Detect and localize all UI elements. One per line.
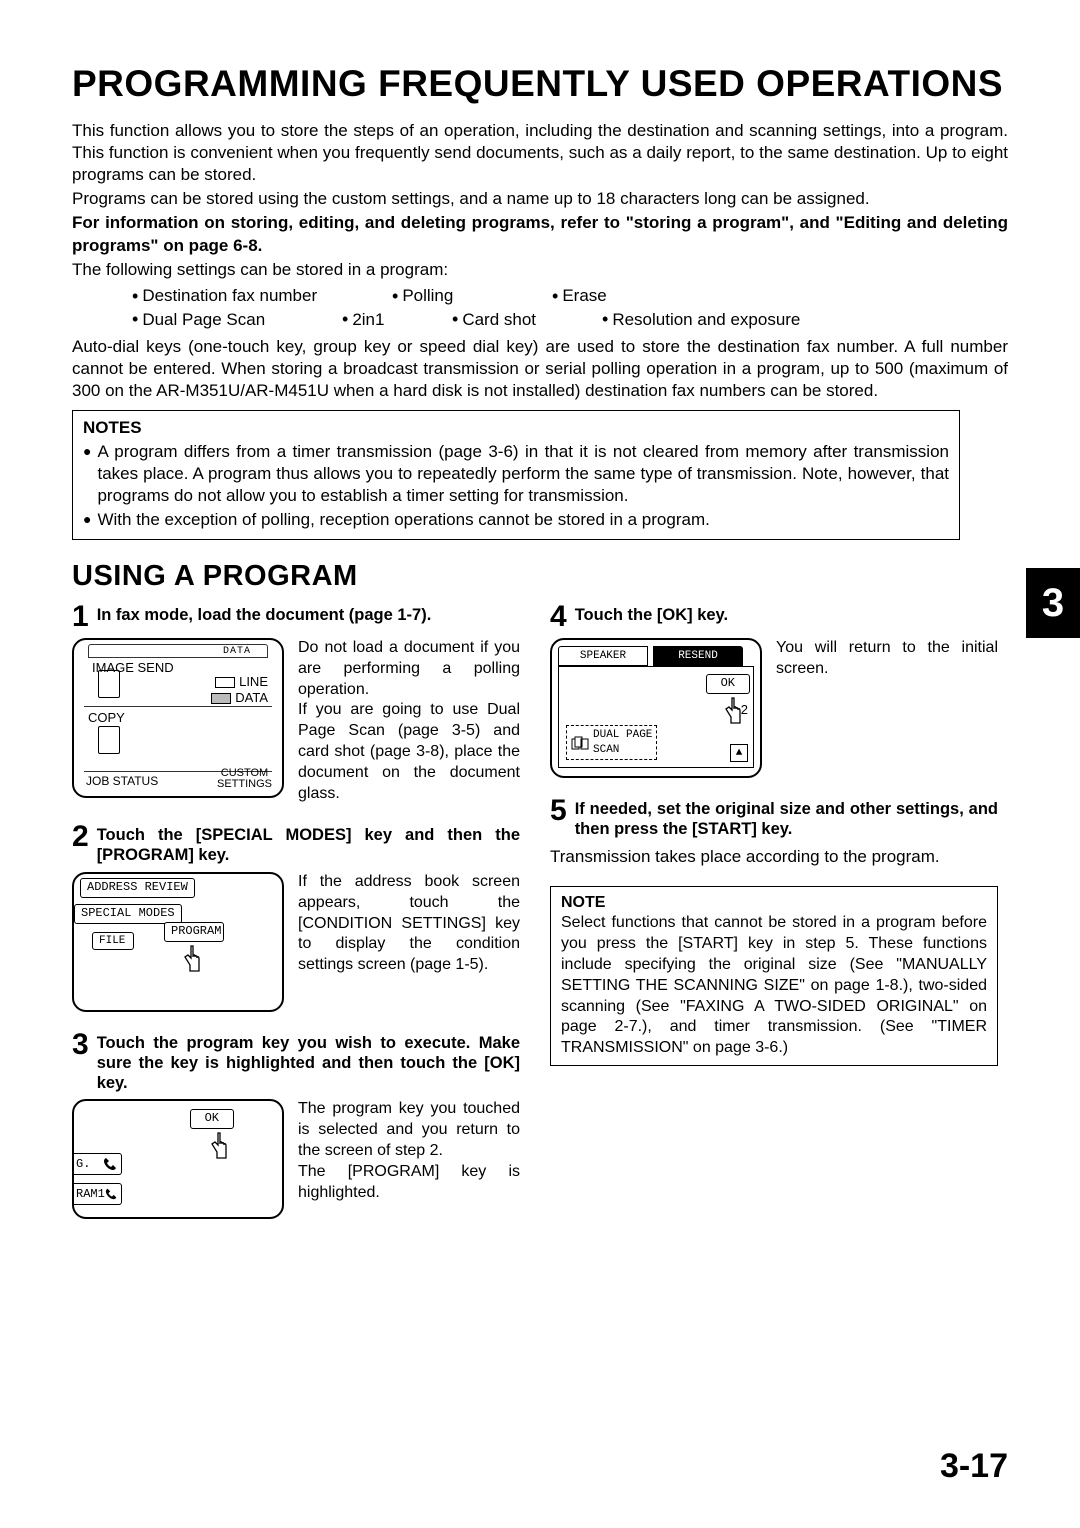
intro-p2: Programs can be stored using the custom … <box>72 188 1008 210</box>
ui-button: DUAL PAGE SCAN <box>566 725 657 760</box>
step-title: Touch the program key you wish to execut… <box>97 1034 520 1093</box>
step-body-text: If the address book screen appears, touc… <box>298 872 520 1012</box>
step-number: 5 <box>550 796 567 826</box>
step-body-text: You will return to the initial screen. <box>776 638 998 778</box>
ui-button: OK <box>190 1109 234 1129</box>
page-number: 3-17 <box>940 1444 1008 1488</box>
chapter-tab: 3 <box>1026 568 1080 638</box>
bullet-item: Erase <box>552 285 607 308</box>
ui-button: PROGRAM <box>164 922 224 942</box>
rect-icon <box>98 670 120 698</box>
auto-dial-text: Auto-dial keys (one-touch key, group key… <box>72 336 1008 402</box>
ui-tab: RESEND <box>653 646 743 666</box>
bullet-item: Resolution and exposure <box>602 308 800 331</box>
illustration-panel: OK G. RAM1 <box>72 1099 284 1219</box>
ui-row: G. <box>72 1153 122 1175</box>
step-number: 1 <box>72 602 89 632</box>
section-title: USING A PROGRAM <box>72 558 1008 596</box>
ui-button: SPECIAL MODES <box>74 904 182 924</box>
hand-icon <box>206 1131 232 1161</box>
bullet-item: Destination fax number <box>132 285 392 308</box>
intro-block: This function allows you to store the st… <box>72 120 1008 281</box>
note-item: With the exception of polling, reception… <box>97 509 709 531</box>
note-body: Select functions that cannot be stored i… <box>561 913 987 1059</box>
step-5: 5 If needed, set the original size and o… <box>550 796 998 868</box>
intro-p1: This function allows you to store the st… <box>72 120 1008 186</box>
left-column: 1 In fax mode, load the document (page 1… <box>72 602 520 1237</box>
step-title: In fax mode, load the document (page 1-7… <box>97 606 432 626</box>
ui-tab: SPEAKER <box>558 646 648 666</box>
ui-label: LINE <box>215 674 268 691</box>
ui-button: ADDRESS REVIEW <box>80 878 195 898</box>
step-number: 4 <box>550 602 567 632</box>
hand-icon <box>179 944 205 974</box>
ui-button: OK <box>706 674 750 694</box>
step-title: Touch the [OK] key. <box>575 606 728 626</box>
page-title: PROGRAMMING FREQUENTLY USED OPERATIONS <box>72 60 1008 108</box>
bullet-item: 2in1 <box>342 308 452 331</box>
phone-icon <box>105 1187 117 1201</box>
step-number: 3 <box>72 1030 89 1060</box>
step-body-text: Transmission takes place according to th… <box>550 846 998 868</box>
step-4: 4 Touch the [OK] key. SPEAKER RESEND OK … <box>550 602 998 778</box>
ui-label: JOB STATUS <box>86 774 158 790</box>
ui-row: RAM1 <box>72 1183 122 1205</box>
pages-icon <box>571 736 589 750</box>
notes-box: NOTES A program differs from a timer tra… <box>72 410 960 540</box>
step-1: 1 In fax mode, load the document (page 1… <box>72 602 520 804</box>
step-number: 2 <box>72 822 89 852</box>
right-column: 4 Touch the [OK] key. SPEAKER RESEND OK … <box>550 602 998 1237</box>
illustration-panel: DATA IMAGE SEND LINE DATA COPY JOB STATU… <box>72 638 284 798</box>
ui-label: CUSTOM SETTINGS <box>217 768 272 790</box>
phone-icon <box>103 1157 117 1171</box>
step-title: Touch the [SPECIAL MODES] key and then t… <box>97 826 520 866</box>
intro-p3: For information on storing, editing, and… <box>72 212 1008 256</box>
note-title: NOTE <box>561 893 987 914</box>
stored-line: The following settings can be stored in … <box>72 259 1008 281</box>
bullet-item: Dual Page Scan <box>132 308 342 331</box>
ui-label: DATA <box>211 690 268 707</box>
ui-button: FILE <box>92 932 134 950</box>
step-body-text: Do not load a document if you are perfor… <box>298 638 520 804</box>
bullet-item: Card shot <box>452 308 602 331</box>
step-title: If needed, set the original size and oth… <box>575 800 998 840</box>
ui-label: 2 <box>741 702 748 719</box>
bullet-list: Destination fax number Polling Erase Dua… <box>132 285 1008 332</box>
ui-label: COPY <box>88 710 125 727</box>
scroll-up-icon: ▲ <box>730 744 748 762</box>
step-3: 3 Touch the program key you wish to exec… <box>72 1030 520 1219</box>
bullet-item: Polling <box>392 285 552 308</box>
notes-title: NOTES <box>83 417 949 439</box>
note-item: A program differs from a timer transmiss… <box>97 441 949 507</box>
illustration-panel: ADDRESS REVIEW SPECIAL MODES FILE PROGRA… <box>72 872 284 1012</box>
step-body-text: The program key you touched is selected … <box>298 1099 520 1219</box>
illustration-panel: SPEAKER RESEND OK 2 DUAL PAGE SCAN ▲ <box>550 638 762 778</box>
step-2: 2 Touch the [SPECIAL MODES] key and then… <box>72 822 520 1012</box>
ui-label: DATA <box>223 645 251 658</box>
rect-icon <box>98 726 120 754</box>
note-box: NOTE Select functions that cannot be sto… <box>550 886 998 1066</box>
